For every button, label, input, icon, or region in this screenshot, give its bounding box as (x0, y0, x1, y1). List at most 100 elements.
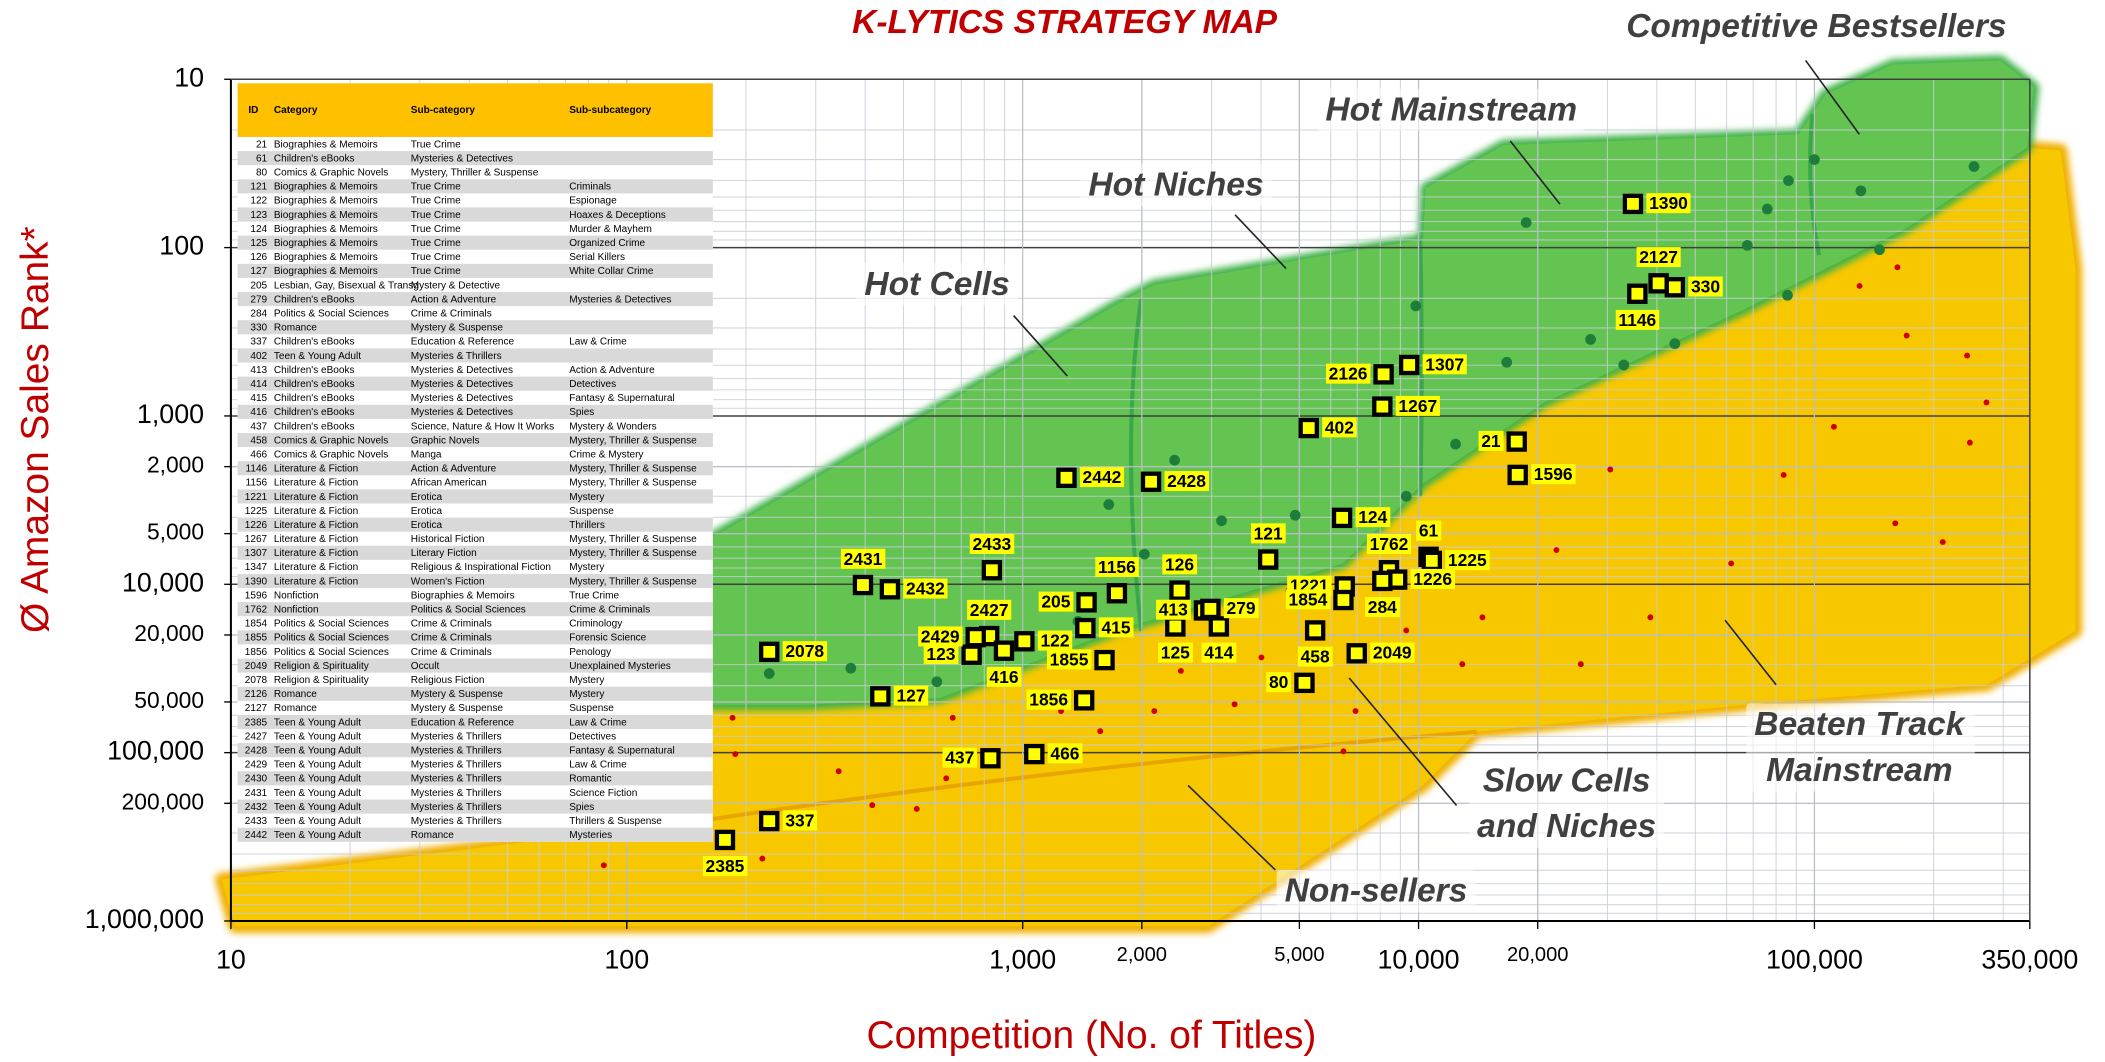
category-marker (1333, 589, 1354, 611)
marker-label: 125 (1161, 643, 1190, 663)
category-marker (1140, 471, 1162, 492)
table-cell: 414 (250, 379, 267, 390)
category-marker (980, 748, 1001, 769)
table-cell: Literature & Fiction (274, 478, 358, 489)
marker-label: 126 (1165, 554, 1194, 574)
marker-label: 1156 (1098, 557, 1136, 577)
y-tick-label: 1,000,000 (85, 904, 204, 934)
dot (1289, 509, 1301, 521)
marker-label-background (1422, 354, 1467, 375)
table-cell: 1267 (245, 534, 268, 545)
y-tick-label: 100,000 (107, 736, 204, 766)
dot (1520, 217, 1532, 228)
table-cell: Teen & Young Adult (274, 816, 361, 827)
table-cell: True Crime (411, 196, 461, 207)
table-cell: True Crime (569, 590, 619, 601)
table-cell: Criminology (569, 619, 622, 630)
category-marker (1372, 396, 1393, 417)
dot (1479, 614, 1486, 621)
table-cell: Thrillers & Suspense (569, 816, 662, 827)
table-cell: Teen & Young Adult (274, 788, 361, 799)
x-tick-label: 1,000 (989, 944, 1056, 974)
table-cell: Lesbian, Gay, Bisexual & Transg (274, 280, 419, 291)
marker-label: 284 (1368, 597, 1397, 617)
y-tick-label: 1,000 (137, 399, 204, 429)
dot (1855, 185, 1867, 197)
table-cell: Mystery (569, 562, 604, 573)
marker-label: 466 (1050, 743, 1079, 763)
table-cell: 284 (250, 309, 267, 320)
table-cell: 1762 (245, 605, 268, 616)
table-row-band (237, 489, 713, 504)
category-marker (1648, 273, 1669, 294)
table-cell: 279 (250, 294, 267, 305)
marker-label: 205 (1041, 592, 1070, 612)
table-cell: Mystery & Suspense (411, 689, 504, 700)
table-row-band (237, 461, 713, 476)
table-cell: Mysteries & Detectives (411, 393, 513, 404)
marker-label-background (1445, 550, 1490, 571)
table-cell: Crime & Criminals (569, 605, 650, 616)
dot (1782, 289, 1793, 301)
category-marker (1024, 743, 1045, 765)
table-cell: Literature & Fiction (274, 576, 358, 587)
table-cell: Children's eBooks (274, 393, 355, 404)
x-tick-label: 2,000 (1117, 944, 1167, 966)
category-marker (993, 640, 1015, 661)
marker-label-background (1322, 417, 1357, 438)
marker-label: 2433 (972, 534, 1011, 554)
marker-label-background (1366, 534, 1412, 555)
table-cell: Murder & Mayhem (569, 224, 652, 235)
table-cell: Mysteries (569, 830, 612, 841)
table-cell: Crime & Criminals (411, 647, 492, 658)
marker-label-background (923, 643, 959, 664)
zone-label: and Niches (1477, 808, 1656, 845)
table-cell: Mystery & Suspense (411, 323, 504, 334)
annotation-background (1469, 759, 1665, 848)
zone-label: Hot Niches (1088, 167, 1263, 204)
marker-label: 2126 (1329, 364, 1368, 384)
table-cell: 2427 (245, 731, 268, 742)
marker-label-background (1615, 309, 1660, 330)
table-cell: Mystery, Thriller & Suspense (569, 576, 697, 587)
marker-label-background (1355, 507, 1391, 528)
table-cell: 415 (250, 393, 267, 404)
table-cell: Forensic Science (569, 633, 646, 644)
marker-label-background (1688, 276, 1723, 297)
table-cell: Erotica (411, 520, 443, 531)
dot (1607, 466, 1614, 473)
dot (1553, 547, 1560, 554)
category-marker (870, 686, 891, 707)
table-cell: 2432 (245, 802, 268, 813)
table-cell: Nonfiction (274, 590, 319, 601)
dot (1340, 748, 1347, 755)
table-cell: Comics & Graphic Novels (274, 449, 388, 460)
dot (1809, 154, 1820, 165)
marker-label-background (1531, 464, 1576, 485)
table-cell: 330 (250, 323, 267, 334)
marker-label: 416 (989, 667, 1018, 687)
table-cell: Mysteries & Detectives (411, 365, 513, 376)
marker-label-background (1223, 598, 1259, 619)
dot (763, 668, 775, 679)
marker-label-background (942, 747, 978, 768)
table-cell: Graphic Novels (411, 435, 480, 446)
zone-label: Hot Cells (864, 266, 1009, 303)
dot (1964, 352, 1971, 359)
table-row-band (237, 376, 713, 391)
table-cell: Children's eBooks (274, 379, 355, 390)
table-cell: Politics & Social Sciences (274, 309, 389, 320)
marks: 1390 2127 330 1146 1307 2126 1267 402 21 1596 124 2… (600, 154, 1990, 877)
table-cell: Literature & Fiction (274, 506, 358, 517)
table-cell: Mysteries & Detectives (411, 407, 513, 418)
table-cell: 1156 (246, 478, 268, 489)
annotation-leader (1234, 214, 1287, 270)
dot (1258, 654, 1265, 661)
table-row-band (237, 799, 713, 814)
dot (1892, 520, 1899, 527)
marker-label-background (1098, 617, 1134, 638)
table-cell: Children's eBooks (274, 294, 355, 305)
marker-label: 127 (896, 686, 925, 706)
table-cell: Crime & Criminals (411, 633, 492, 644)
